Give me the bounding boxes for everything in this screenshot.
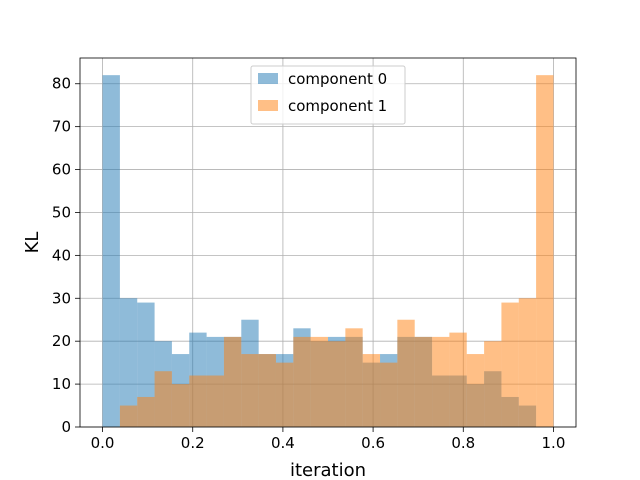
bar-component-1 (536, 75, 554, 428)
bar-component-1 (189, 375, 207, 427)
bar-component-0 (137, 302, 155, 427)
bar-component-1 (206, 375, 224, 427)
bar-component-1 (293, 336, 311, 427)
y-tick-label: 70 (52, 118, 71, 136)
bar-component-1 (484, 341, 502, 427)
y-axis-title: KL (22, 232, 43, 254)
bar-component-1 (310, 336, 328, 427)
bar-component-0 (102, 75, 120, 428)
bar-component-1 (345, 328, 363, 427)
bar-component-1 (223, 336, 242, 427)
bar-component-1 (501, 302, 519, 427)
x-tick-label: 0.4 (271, 434, 295, 452)
bar-component-1 (119, 405, 138, 427)
x-tick-label: 0.6 (361, 434, 385, 452)
y-tick-label: 10 (52, 375, 71, 393)
bar-component-1 (328, 341, 346, 427)
bar-component-0 (119, 298, 138, 427)
legend-swatch-component-1 (258, 100, 278, 111)
bar-component-1 (432, 336, 450, 427)
y-tick-label: 0 (61, 418, 71, 436)
legend-label-component-0: component 0 (288, 70, 387, 88)
legend-swatch-component-0 (258, 73, 278, 84)
bar-component-1 (414, 336, 433, 427)
y-tick-label: 50 (52, 203, 71, 221)
legend-box (250, 65, 406, 125)
y-tick-label: 20 (52, 332, 71, 350)
bar-component-1 (241, 354, 259, 427)
bar-component-1 (258, 354, 276, 427)
legend-label-component-1: component 1 (288, 97, 387, 115)
plot-frame (79, 57, 577, 428)
x-tick-label: 1.0 (542, 434, 566, 452)
x-axis-title: iteration (290, 460, 366, 480)
bar-component-1 (137, 396, 155, 427)
y-tick-label: 80 (52, 75, 71, 93)
series-component-1-bars (119, 75, 554, 428)
y-axis-ticks: 0 10 20 30 40 50 60 70 80 (52, 75, 80, 436)
y-tick-label: 40 (52, 246, 71, 264)
x-tick-label: 0.8 (451, 434, 475, 452)
bar-component-1 (449, 332, 467, 427)
bar-component-1 (362, 354, 381, 427)
bar-component-1 (397, 319, 415, 427)
bar-component-1 (518, 298, 537, 427)
legend: component 0 component 1 (250, 65, 406, 125)
y-tick-label: 30 (52, 289, 71, 307)
x-axis-ticks: 0.0 0.2 0.4 0.6 0.8 1.0 (91, 427, 566, 452)
bar-component-1 (380, 362, 398, 427)
x-tick-label: 0.2 (181, 434, 205, 452)
bar-component-1 (171, 384, 190, 427)
bar-component-1 (466, 354, 485, 427)
bar-component-1 (275, 362, 294, 427)
bar-component-1 (154, 371, 172, 427)
x-tick-label: 0.0 (91, 434, 115, 452)
y-tick-label: 60 (52, 161, 71, 179)
